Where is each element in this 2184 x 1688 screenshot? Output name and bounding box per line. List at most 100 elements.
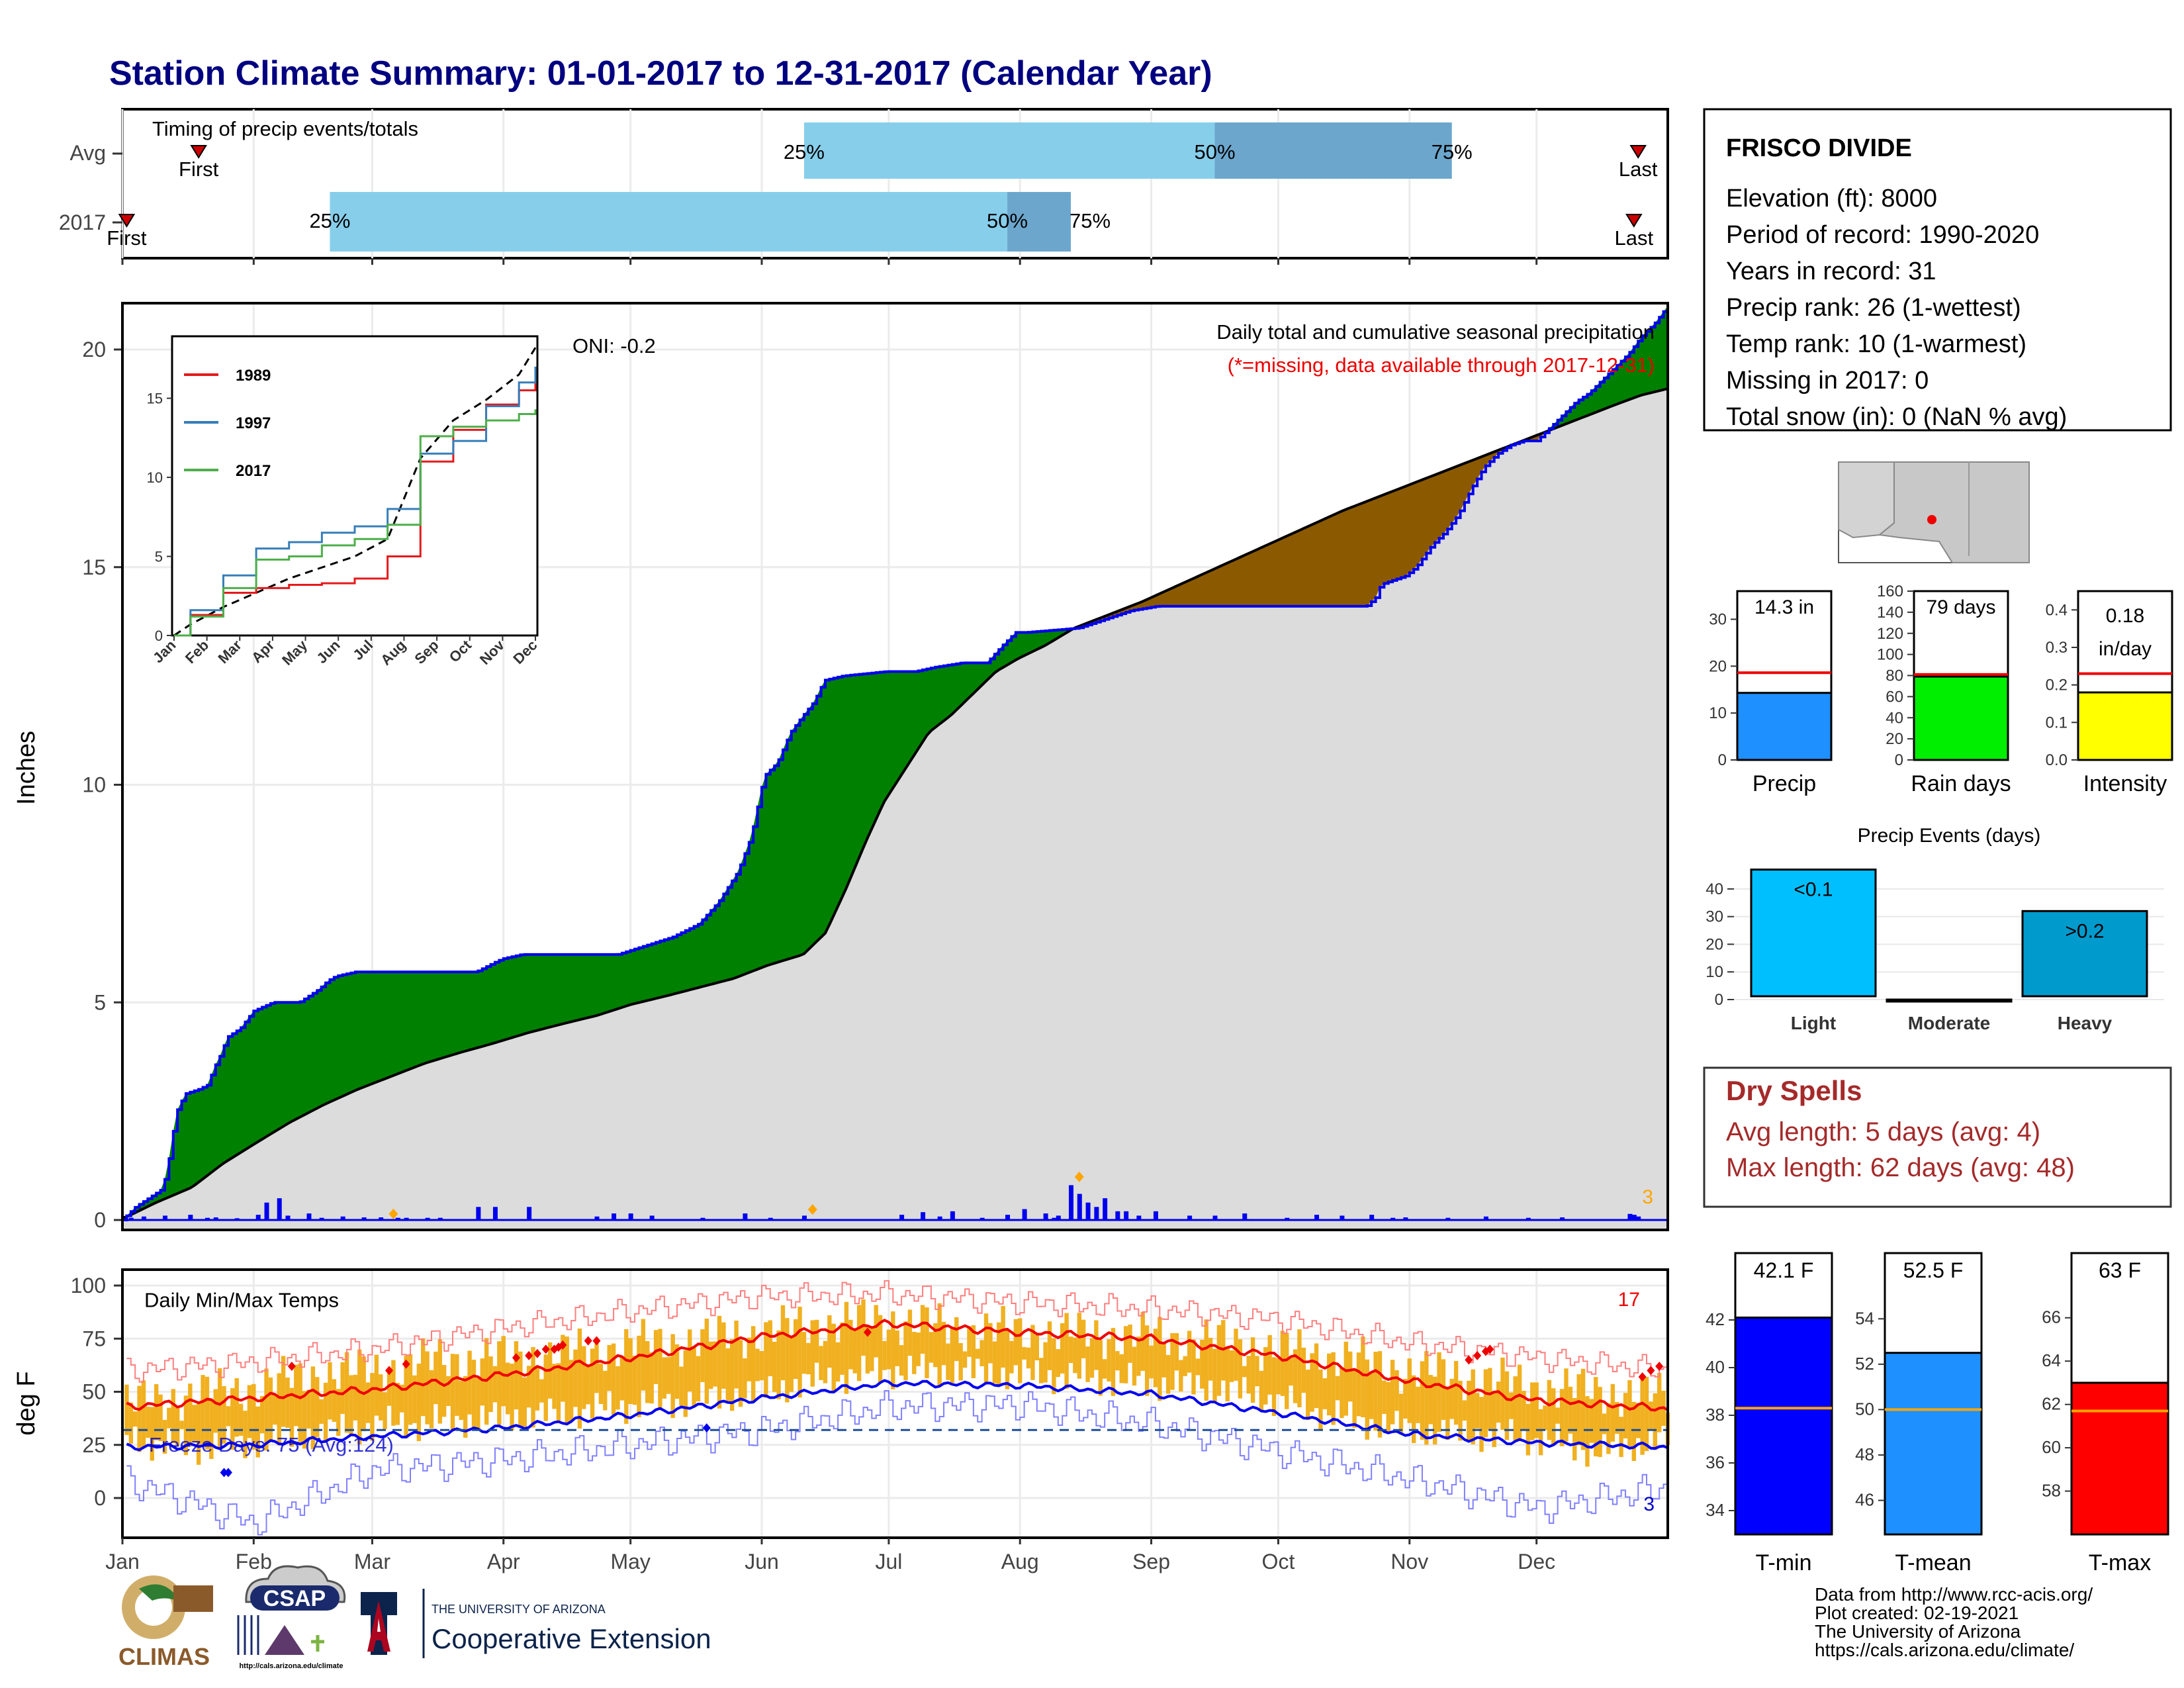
- precip-events-title: Precip Events (days): [1858, 825, 2041, 847]
- daily-precip-bar: [213, 1217, 218, 1220]
- daily-temp-range-bar: [1187, 1331, 1192, 1373]
- daily-precip-bar: [527, 1207, 532, 1220]
- daily-temp-range-bar: [1551, 1388, 1556, 1446]
- daily-temp-range-bar: [289, 1387, 295, 1447]
- daily-temp-range-bar: [128, 1402, 133, 1444]
- daily-temp-range-bar: [1212, 1348, 1217, 1402]
- temp-bar-value-1: [1884, 1352, 1983, 1536]
- daily-temp-range-bar: [539, 1379, 544, 1403]
- daily-temp-range-bar: [582, 1346, 586, 1409]
- daily-temp-range-bar: [1555, 1407, 1560, 1424]
- timing-p75-label: 75%: [1069, 209, 1111, 232]
- daily-temp-range-bar: [895, 1330, 899, 1366]
- temp-bar-value-0: [1734, 1316, 1833, 1536]
- daily-precip-bar: [1103, 1198, 1108, 1220]
- daily-precip-bar: [162, 1215, 167, 1220]
- mini-bar-value-2: [2077, 691, 2173, 761]
- events-bar-light: [1750, 868, 1877, 998]
- daily-temp-range-bar: [1001, 1305, 1005, 1368]
- record-high-marker: [385, 1366, 394, 1376]
- last-event-marker: [1629, 145, 1647, 159]
- daily-temp-range-bar: [1403, 1379, 1408, 1419]
- daily-temp-range-bar: [1225, 1347, 1230, 1402]
- daily-temp-range-bar: [823, 1340, 828, 1383]
- daily-temp-range-bar: [1153, 1329, 1158, 1387]
- daily-precip-bar: [628, 1213, 633, 1220]
- observed-cumulative-line: [122, 306, 1669, 1221]
- daily-precip-bar: [801, 1215, 807, 1220]
- mini-bar-tick-label: 0: [1895, 751, 1903, 769]
- daily-temp-range-bar: [1174, 1333, 1179, 1371]
- daily-precip-bar: [1369, 1215, 1375, 1220]
- temps-top-count: 17: [1618, 1289, 1640, 1311]
- daily-temp-range-bar: [391, 1360, 396, 1426]
- daily-precip-bar: [1445, 1217, 1451, 1220]
- temp-bar-value-label-0: 42.1 F: [1754, 1258, 1814, 1282]
- timing-label: Timing of precip events/totals: [152, 117, 418, 140]
- daily-temp-range-bar: [340, 1362, 345, 1414]
- daily-temp-range-bar: [624, 1329, 629, 1424]
- daily-temp-range-bar: [933, 1323, 938, 1368]
- daily-temp-range-bar: [870, 1327, 874, 1372]
- oni-label: ONI: -0.2: [572, 334, 656, 357]
- daily-temp-range-bar: [1285, 1333, 1289, 1409]
- daily-temp-range-bar: [1407, 1358, 1412, 1423]
- daily-temp-range-bar: [1047, 1321, 1052, 1370]
- daily-temp-range-bar: [1123, 1326, 1128, 1383]
- daily-temp-range-bar: [501, 1336, 506, 1407]
- daily-temp-range-bar: [298, 1363, 302, 1442]
- station-info-line: Missing in 2017: 0: [1726, 367, 1929, 395]
- temp-bar-tick-label: 58: [2042, 1481, 2061, 1501]
- daily-precip-bar: [1525, 1217, 1531, 1220]
- events-y-tick-label: 0: [1715, 991, 1723, 1009]
- daily-temp-range-bar: [1022, 1346, 1026, 1360]
- month-tick-label: Apr: [487, 1550, 520, 1573]
- daily-temp-range-bar: [1453, 1360, 1459, 1425]
- mini-bar-value-label-2: 0.18: [2106, 605, 2144, 627]
- events-category-label: Moderate: [1908, 1013, 1990, 1033]
- daily-temp-range-bar: [611, 1343, 616, 1415]
- daily-temp-range-bar: [1437, 1352, 1441, 1432]
- daily-temp-range-bar: [1271, 1357, 1277, 1417]
- csap-logo-text: CSAP: [263, 1586, 326, 1611]
- daily-temp-range-bar: [1471, 1369, 1475, 1445]
- daily-temp-range-bar: [132, 1411, 138, 1427]
- daily-temp-range-bar: [1649, 1401, 1653, 1431]
- daily-temp-range-bar: [979, 1340, 984, 1366]
- freeze-days-label: Freeze Days: 75 (Avg:124): [149, 1433, 394, 1456]
- daily-temp-range-bar: [1119, 1354, 1124, 1383]
- csap-logo: CSAP http://cals.arizona.edu/climate: [237, 1565, 346, 1670]
- mini-bar-tick-label: 0.0: [2046, 751, 2068, 769]
- daily-temp-range-bar: [1306, 1370, 1310, 1421]
- daily-temp-range-bar: [1335, 1376, 1340, 1401]
- daily-temp-range-bar: [1183, 1356, 1187, 1376]
- temp-bar-tick-label: 48: [1855, 1444, 1874, 1464]
- temp-bar-tick-label: 46: [1855, 1490, 1874, 1510]
- daily-temp-range-bar: [1013, 1319, 1019, 1366]
- daily-precip-bar: [425, 1217, 430, 1220]
- daily-temp-range-bar: [285, 1378, 290, 1428]
- daily-temp-range-bar: [976, 1348, 980, 1359]
- daily-temp-range-bar: [882, 1340, 887, 1370]
- daily-temp-range-bar: [1064, 1313, 1069, 1389]
- daily-temp-range-bar: [637, 1335, 641, 1417]
- large-event-marker: [1074, 1171, 1084, 1182]
- daily-precip-bar: [1390, 1217, 1396, 1220]
- record-high-marker: [584, 1336, 592, 1346]
- daily-temp-range-bar: [505, 1362, 510, 1415]
- daily-temp-range-bar: [806, 1342, 811, 1375]
- daily-precip-bar: [1631, 1215, 1637, 1220]
- daily-temp-range-bar: [323, 1382, 328, 1442]
- daily-temp-range-bar: [679, 1366, 684, 1406]
- events-y-tick-label: 20: [1706, 935, 1723, 953]
- daily-temp-range-bar: [196, 1403, 201, 1465]
- temps-y-tick-label: 50: [82, 1380, 106, 1404]
- daily-precip-bar: [979, 1217, 985, 1220]
- daily-temp-range-bar: [983, 1313, 989, 1383]
- daily-precip-bar: [768, 1217, 773, 1220]
- timing-bar-50-75: [1007, 192, 1071, 252]
- daily-temp-range-bar: [865, 1326, 870, 1374]
- record-high-marker: [402, 1359, 410, 1369]
- daily-temp-range-bar: [209, 1399, 214, 1459]
- avg-cumulative-line: [122, 387, 1668, 1219]
